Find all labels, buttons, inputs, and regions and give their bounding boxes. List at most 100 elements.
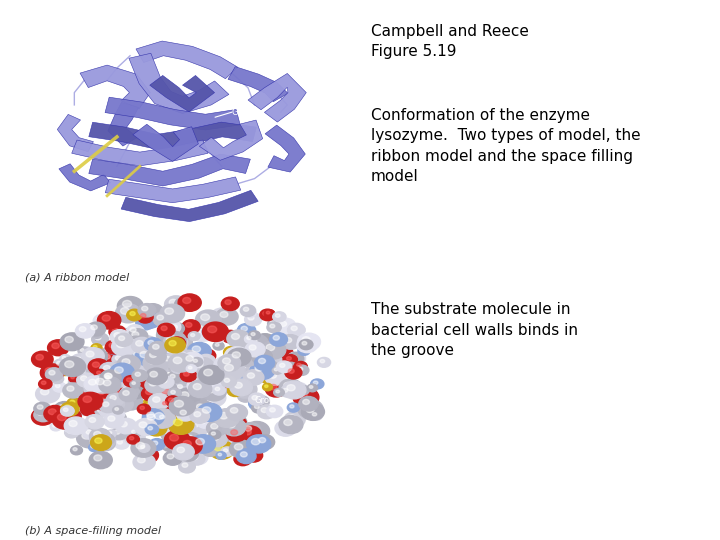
Circle shape: [232, 340, 243, 348]
Circle shape: [230, 377, 238, 383]
Circle shape: [183, 375, 205, 392]
Circle shape: [163, 402, 167, 405]
Circle shape: [182, 449, 189, 454]
Circle shape: [208, 433, 228, 447]
Circle shape: [89, 451, 112, 469]
Circle shape: [156, 354, 178, 370]
Circle shape: [181, 359, 191, 366]
Circle shape: [79, 347, 93, 357]
Circle shape: [242, 377, 248, 381]
Circle shape: [60, 333, 84, 350]
Circle shape: [133, 454, 156, 470]
Circle shape: [174, 366, 179, 369]
Circle shape: [161, 326, 167, 330]
Circle shape: [150, 406, 159, 412]
Circle shape: [161, 328, 166, 332]
PathPatch shape: [121, 190, 258, 221]
Circle shape: [184, 433, 200, 445]
Circle shape: [269, 408, 275, 412]
Circle shape: [227, 384, 243, 396]
Circle shape: [105, 340, 124, 354]
Circle shape: [149, 409, 176, 428]
Circle shape: [89, 395, 96, 400]
Circle shape: [200, 357, 207, 362]
Circle shape: [279, 325, 298, 340]
Circle shape: [190, 322, 216, 341]
Circle shape: [129, 376, 137, 382]
PathPatch shape: [129, 53, 229, 113]
Circle shape: [188, 425, 192, 428]
Circle shape: [140, 401, 151, 409]
Circle shape: [143, 402, 146, 405]
Circle shape: [89, 400, 98, 407]
Circle shape: [150, 352, 157, 357]
Circle shape: [120, 376, 135, 387]
Circle shape: [158, 398, 163, 402]
Circle shape: [92, 390, 113, 406]
Circle shape: [45, 367, 53, 374]
PathPatch shape: [105, 97, 240, 130]
Circle shape: [161, 354, 179, 367]
Circle shape: [97, 312, 121, 329]
Circle shape: [261, 341, 286, 359]
Circle shape: [104, 370, 117, 380]
Circle shape: [67, 386, 74, 391]
Circle shape: [128, 329, 148, 344]
Circle shape: [113, 338, 130, 350]
Circle shape: [95, 438, 102, 443]
Circle shape: [140, 314, 146, 318]
Circle shape: [66, 424, 71, 428]
Circle shape: [100, 370, 121, 386]
Circle shape: [279, 423, 287, 429]
Circle shape: [90, 368, 96, 372]
Circle shape: [107, 393, 125, 406]
Circle shape: [288, 369, 294, 373]
Circle shape: [60, 366, 66, 370]
Circle shape: [53, 410, 78, 429]
Circle shape: [234, 341, 238, 345]
Circle shape: [287, 384, 295, 391]
Circle shape: [189, 450, 208, 464]
Circle shape: [195, 379, 199, 382]
Circle shape: [171, 436, 193, 453]
Circle shape: [163, 451, 182, 465]
Circle shape: [232, 352, 240, 358]
Circle shape: [174, 357, 182, 363]
Circle shape: [105, 355, 110, 358]
Circle shape: [96, 371, 101, 374]
Circle shape: [128, 355, 145, 368]
Circle shape: [144, 369, 165, 385]
Circle shape: [111, 428, 127, 440]
Circle shape: [178, 446, 199, 461]
Circle shape: [149, 409, 163, 420]
Circle shape: [165, 338, 185, 353]
Circle shape: [200, 407, 222, 424]
Circle shape: [186, 368, 204, 381]
Circle shape: [109, 363, 134, 382]
Circle shape: [120, 386, 140, 400]
Circle shape: [147, 388, 166, 402]
Circle shape: [88, 386, 110, 402]
PathPatch shape: [150, 76, 215, 112]
Circle shape: [176, 346, 186, 353]
Circle shape: [240, 364, 251, 372]
Circle shape: [190, 409, 210, 423]
Circle shape: [192, 401, 213, 417]
Circle shape: [184, 351, 199, 362]
Circle shape: [155, 413, 163, 420]
Circle shape: [225, 366, 238, 375]
Circle shape: [63, 383, 83, 398]
Circle shape: [158, 439, 171, 448]
Circle shape: [116, 399, 124, 405]
Circle shape: [101, 352, 117, 365]
Circle shape: [54, 402, 75, 417]
Circle shape: [147, 346, 166, 361]
Circle shape: [50, 363, 64, 374]
Circle shape: [154, 358, 160, 362]
Circle shape: [264, 369, 275, 377]
Circle shape: [202, 327, 215, 336]
Circle shape: [228, 348, 251, 366]
Circle shape: [257, 350, 263, 355]
Circle shape: [280, 386, 294, 397]
Circle shape: [161, 410, 179, 424]
